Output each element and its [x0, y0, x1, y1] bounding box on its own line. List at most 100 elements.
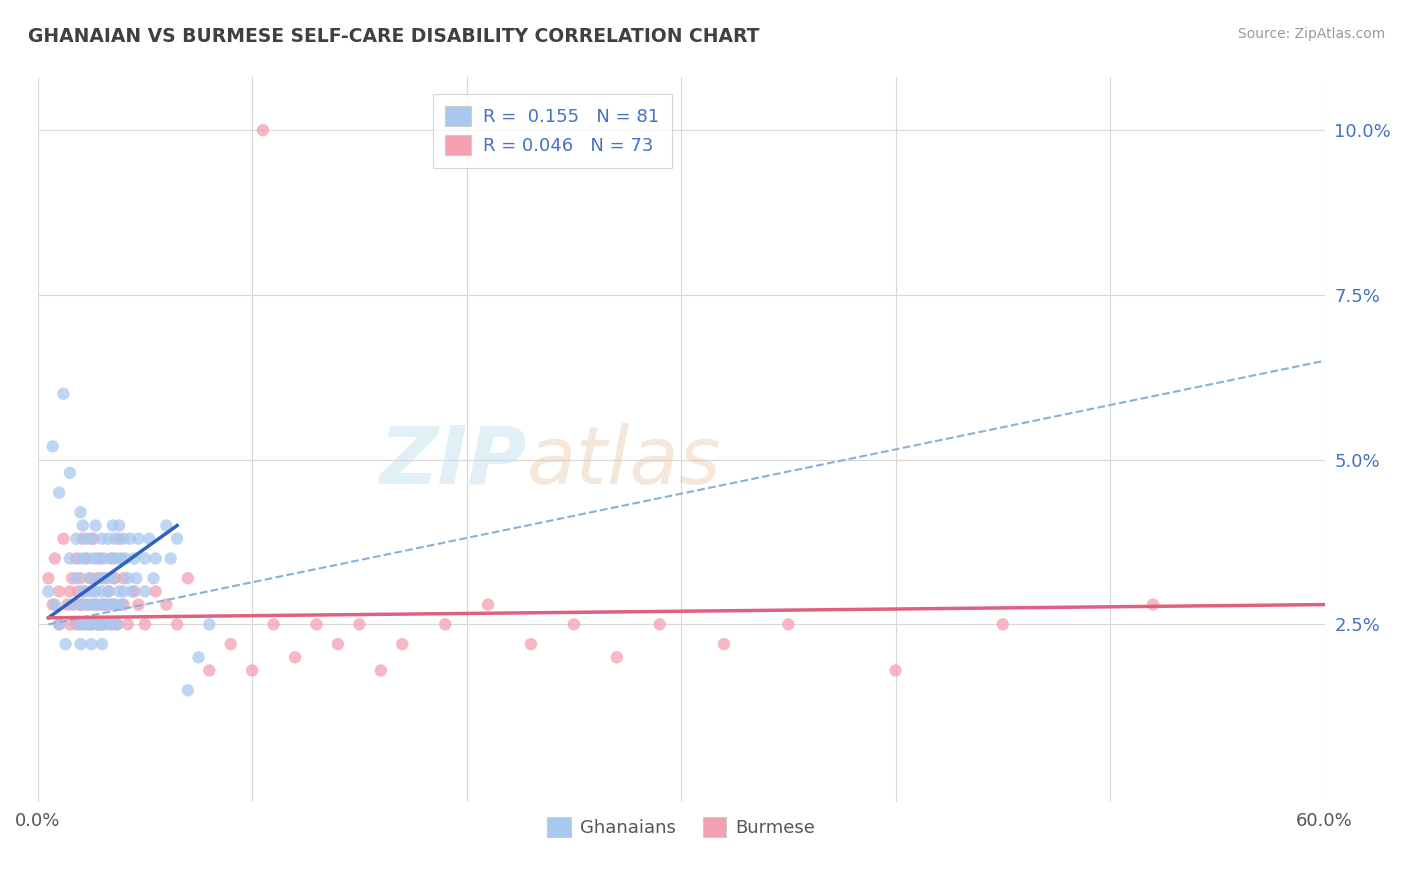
Point [55, 637, 77, 651]
Point [48, 617, 70, 632]
Point [67, 584, 90, 599]
Point [93, 571, 115, 585]
Point [72, 598, 94, 612]
Point [648, 617, 671, 632]
Point [77, 617, 100, 632]
Point [80, 584, 103, 599]
Point [63, 598, 86, 612]
Point [82, 551, 104, 566]
Point [76, 598, 98, 612]
Point [100, 598, 122, 612]
Point [91, 617, 114, 632]
Point [145, 584, 167, 599]
Point [104, 571, 127, 585]
Point [69, 598, 91, 612]
Point [112, 532, 135, 546]
Point [370, 664, 392, 678]
Point [72, 532, 94, 546]
Point [101, 598, 124, 612]
Point [101, 551, 124, 566]
Point [80, 637, 103, 651]
Point [89, 617, 111, 632]
Point [73, 584, 96, 599]
Point [155, 598, 177, 612]
Point [198, 664, 221, 678]
Point [97, 532, 120, 546]
Point [37, 571, 59, 585]
Point [134, 584, 156, 599]
Point [434, 617, 457, 632]
Point [121, 584, 143, 599]
Point [884, 664, 907, 678]
Point [117, 571, 139, 585]
Point [60, 571, 83, 585]
Point [112, 571, 135, 585]
Point [69, 505, 91, 519]
Point [72, 518, 94, 533]
Point [305, 617, 328, 632]
Point [80, 617, 103, 632]
Point [112, 584, 135, 599]
Point [87, 571, 110, 585]
Point [606, 650, 628, 665]
Point [91, 617, 114, 632]
Point [48, 584, 70, 599]
Point [80, 617, 103, 632]
Point [82, 598, 104, 612]
Point [84, 518, 107, 533]
Point [991, 617, 1014, 632]
Text: ZIP: ZIP [380, 423, 527, 500]
Point [52, 386, 75, 401]
Point [41, 598, 63, 612]
Point [166, 617, 188, 632]
Point [240, 664, 263, 678]
Point [112, 598, 135, 612]
Point [73, 551, 96, 566]
Text: atlas: atlas [527, 423, 721, 500]
Point [391, 637, 413, 651]
Point [219, 637, 242, 651]
Point [326, 637, 349, 651]
Point [84, 598, 107, 612]
Point [138, 532, 160, 546]
Point [59, 466, 82, 480]
Point [59, 551, 82, 566]
Point [100, 617, 122, 632]
Point [101, 518, 124, 533]
Point [134, 551, 156, 566]
Point [110, 598, 132, 612]
Point [56, 598, 79, 612]
Point [91, 584, 114, 599]
Point [142, 571, 165, 585]
Point [65, 532, 87, 546]
Point [84, 584, 107, 599]
Point [69, 571, 91, 585]
Point [48, 485, 70, 500]
Point [477, 598, 499, 612]
Point [91, 637, 114, 651]
Point [97, 584, 120, 599]
Point [87, 617, 110, 632]
Point [37, 584, 59, 599]
Point [104, 532, 127, 546]
Point [134, 617, 156, 632]
Point [77, 571, 100, 585]
Point [60, 598, 83, 612]
Point [263, 617, 285, 632]
Point [73, 617, 96, 632]
Point [778, 617, 800, 632]
Point [114, 551, 136, 566]
Point [122, 584, 145, 599]
Point [65, 571, 87, 585]
Legend: Ghanaians, Burmese: Ghanaians, Burmese [540, 810, 823, 844]
Point [93, 551, 115, 566]
Point [76, 532, 98, 546]
Point [284, 650, 307, 665]
Point [110, 551, 132, 566]
Point [59, 617, 82, 632]
Point [104, 598, 127, 612]
Point [166, 532, 188, 546]
Point [100, 551, 122, 566]
Point [87, 551, 110, 566]
Point [177, 683, 200, 698]
